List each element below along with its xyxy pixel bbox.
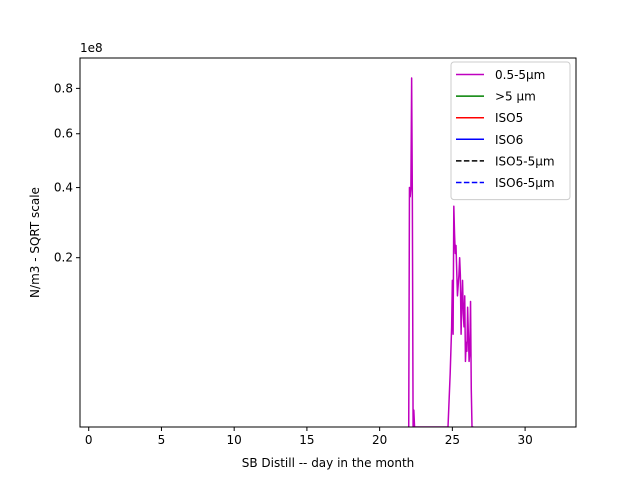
legend-label: >5 µm <box>495 90 536 104</box>
legend: 0.5-5µm >5 µm ISO5 ISO6 ISO5-5µm ISO6-5µm <box>450 61 571 201</box>
series-line-0 <box>407 77 474 427</box>
x-tick-label: 0 <box>85 433 93 447</box>
x-tick-label: 15 <box>299 433 314 447</box>
x-tick-label: 5 <box>158 433 166 447</box>
x-tick-label: 30 <box>517 433 532 447</box>
x-axis-ticks: 0 5 10 15 20 25 30 <box>85 427 533 447</box>
y-axis-label: N/m3 - SQRT scale <box>28 187 42 298</box>
y-tick-label: 0.6 <box>54 127 73 141</box>
legend-label: 0.5-5µm <box>495 68 545 82</box>
y-tick-label: 0.8 <box>54 81 73 95</box>
y-tick-label: 0.4 <box>54 181 73 195</box>
x-tick-label: 25 <box>445 433 460 447</box>
legend-label: ISO5 <box>495 111 523 125</box>
legend-label: ISO6-5µm <box>495 176 555 190</box>
legend-label: ISO6 <box>495 133 523 147</box>
x-axis-label: SB Distill -- day in the month <box>242 456 415 470</box>
x-tick-label: 10 <box>227 433 242 447</box>
legend-label: ISO5-5µm <box>495 154 555 168</box>
y-axis-ticks: 0.2 0.4 0.6 0.8 <box>54 81 80 265</box>
y-axis-multiplier: 1e8 <box>80 41 103 55</box>
plot-frame <box>79 57 577 428</box>
y-tick-label: 0.2 <box>54 251 73 265</box>
series-layer <box>407 77 474 427</box>
x-tick-label: 20 <box>372 433 387 447</box>
